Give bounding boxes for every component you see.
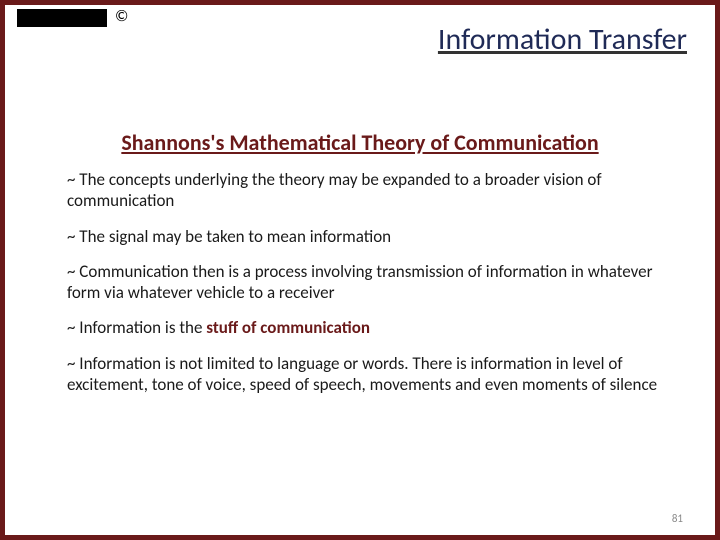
bullet-item: ~ Communication then is a process involv… — [67, 261, 663, 304]
bullet-prefix: ~ Information is the — [67, 317, 206, 338]
page-number: 81 — [672, 512, 683, 525]
bullet-item: ~ The signal may be taken to mean inform… — [67, 226, 663, 247]
body-content: ~ The concepts underlying the theory may… — [67, 169, 663, 409]
bullet-item: ~ Information is not limited to language… — [67, 353, 663, 396]
bullet-item: ~ The concepts underlying the theory may… — [67, 169, 663, 212]
bullet-item: ~ Information is the stuff of communicat… — [67, 317, 663, 338]
section-subtitle: Shannons's Mathematical Theory of Commun… — [5, 129, 715, 156]
page-title: Information Transfer — [5, 21, 715, 58]
bullet-emphasis: stuff of communication — [206, 317, 370, 338]
